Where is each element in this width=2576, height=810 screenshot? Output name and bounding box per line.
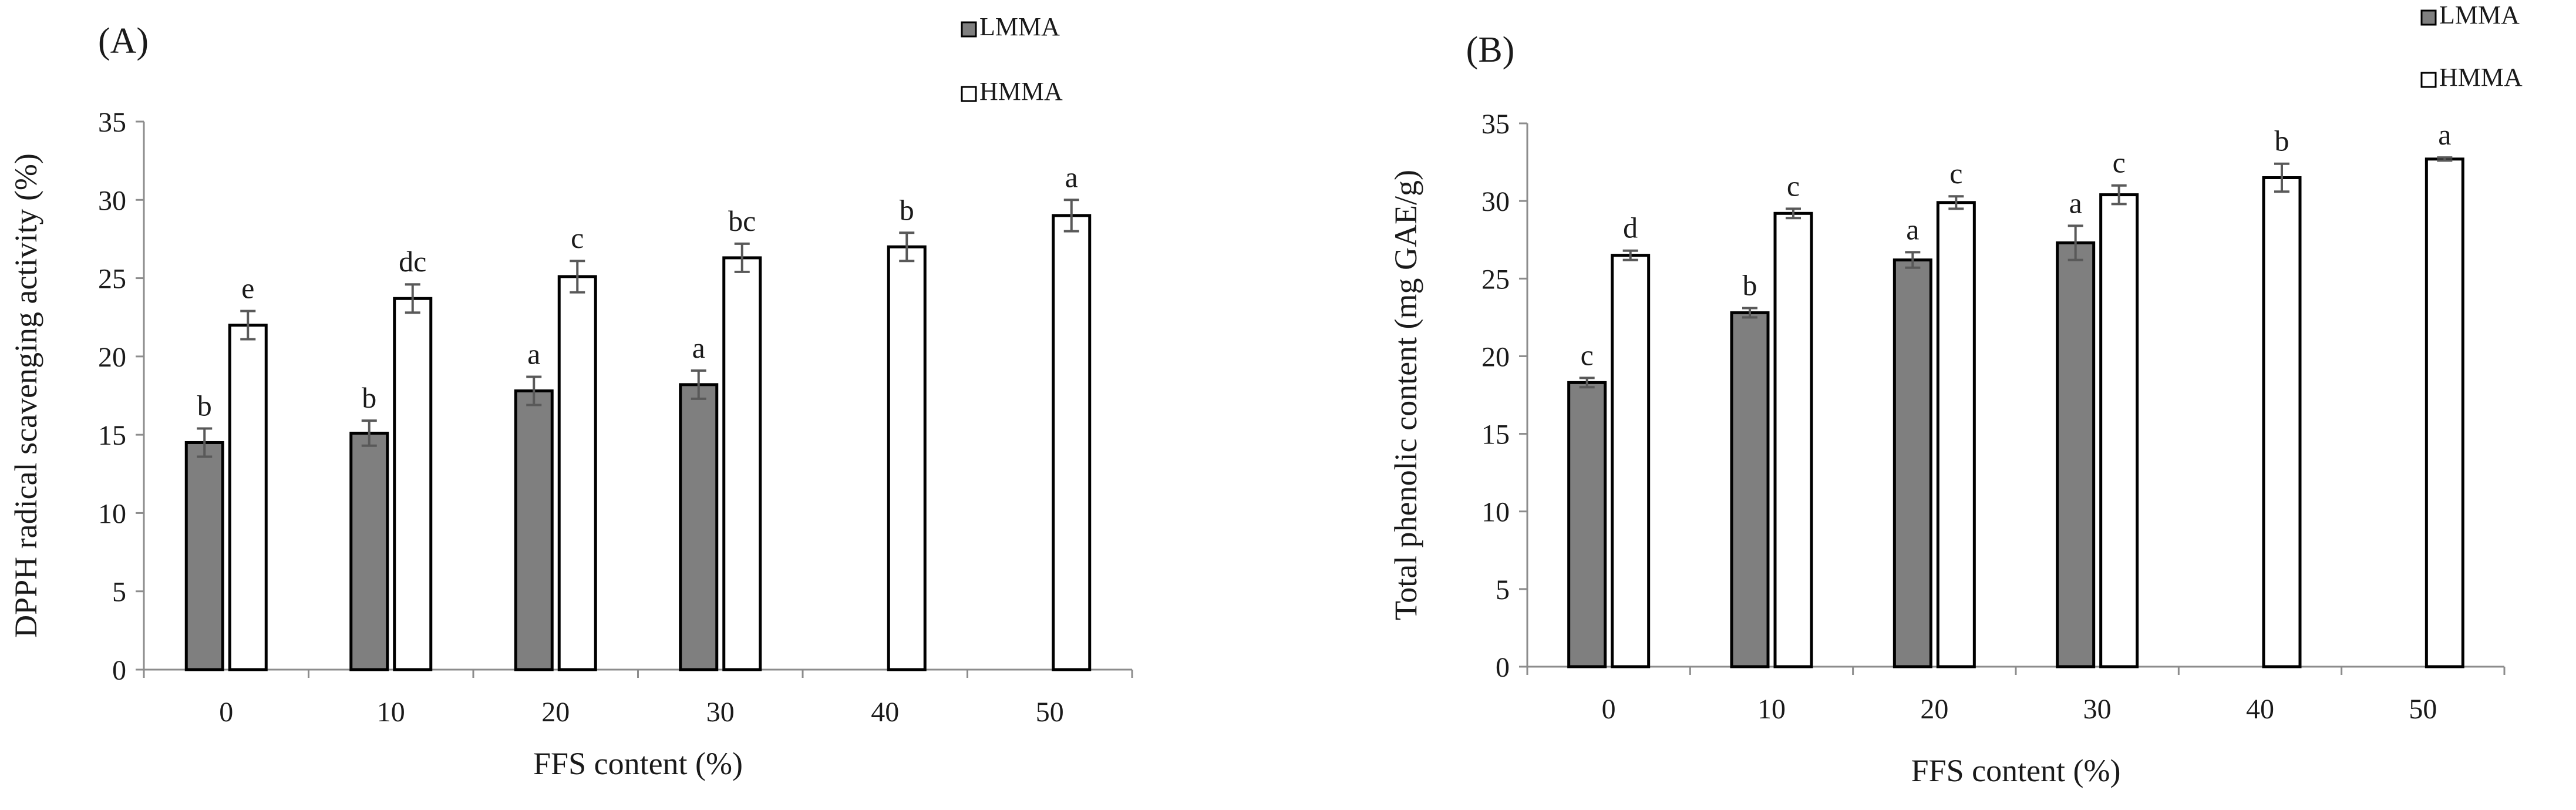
x-tick-label: 40 — [871, 697, 899, 728]
y-axis-title: Total phenolic content (mg GAE/g) — [1388, 170, 1423, 620]
significance-letter: a — [2069, 186, 2082, 219]
significance-letter: b — [362, 381, 376, 414]
x-tick-label: 20 — [541, 697, 570, 728]
significance-letter: b — [1743, 269, 1757, 302]
significance-letter: a — [1906, 213, 1919, 246]
x-axis-title: FFS content (%) — [533, 746, 743, 781]
y-tick-label: 35 — [1481, 109, 1510, 140]
significance-letter: c — [1949, 157, 1962, 190]
significance-letter: bc — [728, 204, 756, 237]
bar-hmma — [228, 324, 268, 671]
significance-letter: a — [527, 338, 540, 371]
x-tick-label: 40 — [2246, 694, 2274, 725]
significance-letter: c — [2113, 146, 2126, 179]
bar-lmma — [2056, 241, 2096, 668]
panel-label: (B) — [1466, 30, 1515, 70]
bar-lmma — [1893, 258, 1932, 668]
significance-letter: c — [1787, 169, 1800, 202]
bar-hmma — [1052, 214, 1092, 671]
bar-hmma — [887, 245, 927, 671]
chart-panel-a: (A) 0 5 10 15 20 25 30 35 0 10 20 30 40 50 FFS content … — [8, 12, 1133, 781]
y-tick-label: 10 — [98, 498, 126, 529]
legend-swatch-lmma — [2420, 9, 2437, 26]
x-tick-label: 20 — [1920, 694, 1948, 725]
x-tick-label: 30 — [2083, 694, 2112, 725]
significance-letter: c — [571, 221, 584, 254]
bar-hmma — [1936, 201, 1976, 668]
y-tick-label: 25 — [1481, 264, 1510, 295]
bar-hmma — [1611, 254, 1651, 668]
x-tick-label: 50 — [1036, 697, 1064, 728]
y-tick-label: 20 — [98, 342, 126, 373]
bar-hmma — [2099, 193, 2139, 668]
significance-letter: d — [1623, 211, 1638, 244]
x-axis-title: FFS content (%) — [1911, 753, 2121, 788]
legend-label-lmma: LMMA — [979, 12, 1060, 41]
y-tick-label: 30 — [98, 185, 126, 216]
bar-hmma — [393, 297, 433, 671]
legend-swatch-lmma — [961, 21, 977, 38]
y-tick-label: 5 — [112, 577, 126, 608]
significance-letter: a — [2438, 118, 2451, 151]
bar-lmma — [1567, 381, 1607, 668]
significance-letter: dc — [399, 245, 426, 278]
bar-hmma — [2262, 176, 2302, 668]
bar-lmma — [1730, 311, 1770, 668]
y-tick-label: 5 — [1496, 574, 1510, 606]
y-tick-label: 25 — [98, 264, 126, 295]
bar-lmma — [349, 431, 389, 671]
legend-label-hmma: HMMA — [2439, 63, 2523, 92]
y-axis-title: DPPH radical scavenging activity (%) — [8, 153, 43, 638]
y-tick-label: 15 — [1481, 419, 1510, 451]
chart-panel-b: (B) 0 5 10 15 20 25 30 35 0 10 20 30 40 50 FFS content … — [1388, 1, 2523, 788]
bar-hmma — [722, 256, 762, 671]
x-tick-label: 30 — [706, 697, 735, 728]
x-tick-label: 0 — [1602, 694, 1616, 725]
bar-hmma — [1773, 211, 1813, 668]
x-tick-label: 50 — [2409, 694, 2437, 725]
panel-label: (A) — [98, 21, 149, 61]
y-tick-label: 0 — [112, 655, 126, 686]
significance-letter: c — [1581, 338, 1594, 371]
bar-lmma — [679, 383, 719, 671]
significance-letter: b — [2275, 125, 2289, 157]
x-tick-label: 0 — [219, 697, 233, 728]
significance-letter: a — [1065, 160, 1078, 193]
y-tick-label: 10 — [1481, 497, 1510, 528]
significance-letter: b — [197, 389, 212, 422]
y-tick-label: 35 — [98, 107, 126, 138]
bar-hmma — [2425, 157, 2464, 668]
bar-lmma — [184, 441, 224, 671]
legend-label-hmma: HMMA — [979, 77, 1063, 106]
bar-hmma — [557, 275, 597, 671]
significance-letter: e — [241, 272, 254, 305]
y-tick-label: 30 — [1481, 186, 1510, 217]
y-tick-label: 0 — [1496, 652, 1510, 683]
bar-lmma — [514, 389, 554, 671]
legend-label-lmma: LMMA — [2439, 1, 2520, 29]
x-tick-label: 10 — [377, 697, 405, 728]
legend-swatch-hmma — [961, 86, 977, 102]
y-tick-label: 20 — [1481, 341, 1510, 372]
legend-swatch-hmma — [2420, 72, 2437, 88]
y-tick-label: 15 — [98, 420, 126, 451]
significance-letter: b — [900, 193, 914, 226]
x-tick-label: 10 — [1757, 694, 1786, 725]
significance-letter: a — [692, 331, 705, 364]
